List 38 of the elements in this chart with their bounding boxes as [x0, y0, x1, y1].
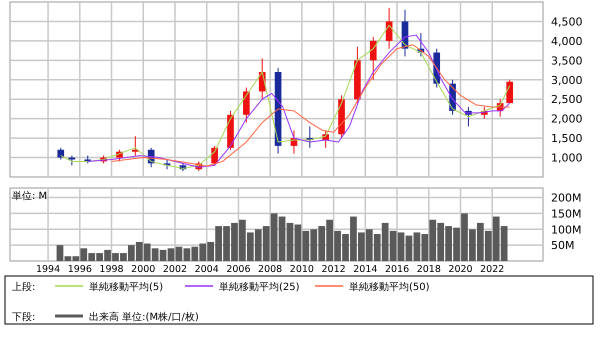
x-tick-label: 2014 — [353, 264, 378, 275]
y-tick-label: 2,500 — [551, 93, 582, 106]
legend-label: 出来高 単位:(M株/口/枚) — [89, 311, 199, 323]
x-tick-label: 2016 — [384, 264, 410, 275]
x-tick-label: 2002 — [162, 264, 188, 275]
legend-label: 単純移動平均(25) — [219, 281, 300, 293]
x-tick-label: 2000 — [131, 264, 156, 275]
y-tick-label: 150M — [551, 207, 582, 220]
y-tick-label: 3,500 — [551, 54, 582, 68]
x-tick-label: 2004 — [194, 264, 219, 275]
candlestick — [68, 155, 76, 166]
legend-title: 上段: — [12, 281, 36, 293]
legend-label: 単純移動平均(5) — [89, 281, 164, 293]
x-tick-label: 1998 — [99, 264, 124, 275]
legend-label: 単純移動平均(50) — [349, 281, 430, 293]
y-tick-label: 2,000 — [551, 112, 582, 126]
legend-title: 下段: — [12, 311, 36, 323]
x-tick-label: 2010 — [290, 264, 314, 275]
x-tick-label: 2022 — [480, 264, 504, 275]
y-tick-label: 1,000 — [551, 152, 582, 165]
x-tick-label: 1996 — [68, 264, 92, 275]
y-tick-label: 1,500 — [551, 132, 582, 146]
y-tick-label: 200M — [551, 192, 582, 205]
x-tick-label: 2012 — [322, 264, 346, 275]
y-tick-label: 4,000 — [551, 34, 582, 48]
annotation: 単位: M — [12, 190, 48, 202]
y-tick-label: 4,500 — [551, 15, 582, 28]
x-tick-label: 2018 — [416, 264, 441, 275]
candlestick — [370, 36, 377, 80]
y-tick-label: 50M — [551, 239, 574, 252]
candlestick — [386, 7, 392, 50]
y-tick-label: 100M — [551, 223, 582, 236]
x-tick-label: 1994 — [36, 264, 60, 275]
x-tick-label: 2020 — [448, 264, 473, 275]
candlestick — [243, 87, 250, 124]
x-tick-label: 2006 — [226, 264, 251, 275]
y-tick-label: 3,000 — [551, 74, 582, 87]
x-tick-label: 2008 — [258, 264, 282, 275]
